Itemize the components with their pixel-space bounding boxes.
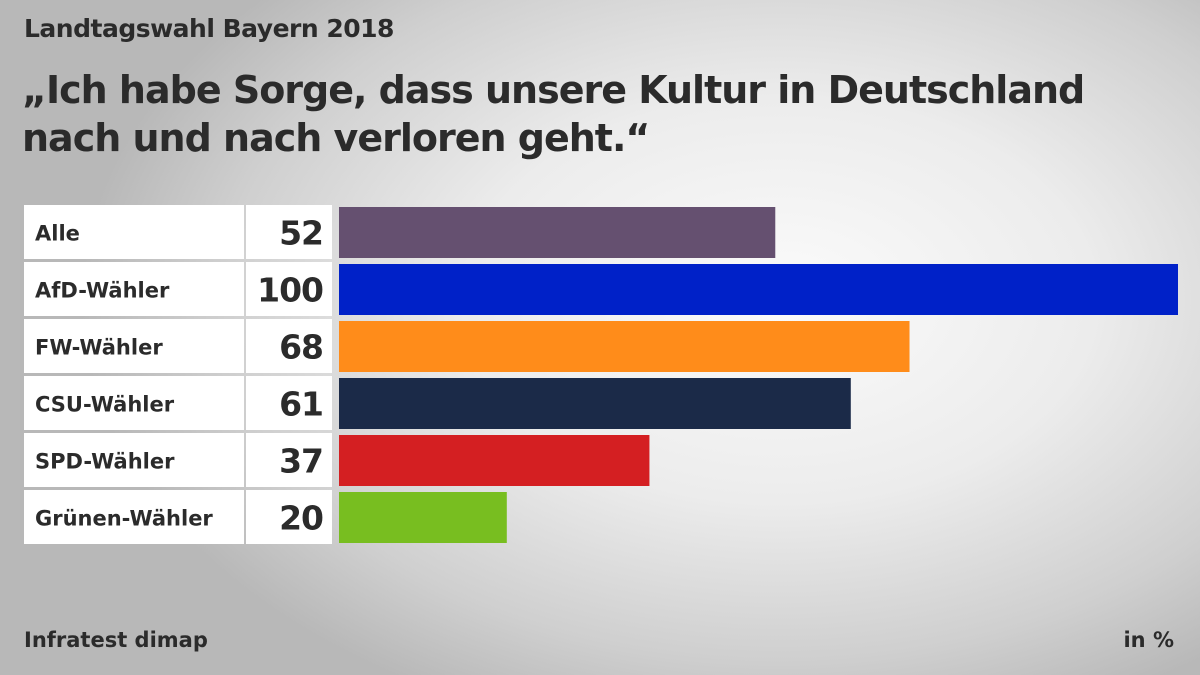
value-cell — [246, 262, 332, 316]
value-cell — [246, 376, 332, 430]
category-label: Alle — [35, 222, 80, 246]
category-cell — [24, 262, 244, 316]
bar — [339, 492, 507, 543]
category-cell — [24, 205, 244, 259]
supertitle: Landtagswahl Bayern 2018 — [24, 14, 394, 43]
category-cell — [24, 490, 244, 544]
category-label: SPD-Wähler — [35, 450, 175, 474]
category-label: FW-Wähler — [35, 336, 163, 360]
category-cell — [24, 319, 244, 373]
bar — [339, 321, 910, 372]
bar — [339, 264, 1178, 315]
value-cell — [246, 433, 332, 487]
value-label: 52 — [279, 214, 323, 253]
chart-title: „Ich habe Sorge, dass unsere Kultur in D… — [22, 68, 1085, 160]
bar — [339, 378, 851, 429]
category-label: AfD-Wähler — [35, 279, 170, 303]
value-cell — [246, 490, 332, 544]
value-label: 61 — [279, 385, 323, 424]
category-cell — [24, 433, 244, 487]
bar — [339, 207, 776, 258]
value-label: 100 — [257, 271, 323, 310]
category-label: CSU-Wähler — [35, 393, 175, 417]
value-cell — [246, 319, 332, 373]
source-label: Infratest dimap — [24, 628, 208, 652]
category-label: Grünen-Wähler — [35, 507, 213, 531]
value-label: 20 — [279, 499, 323, 538]
bar — [339, 435, 650, 486]
value-label: 37 — [279, 442, 323, 481]
category-cell — [24, 376, 244, 430]
unit-label: in % — [1123, 628, 1174, 652]
value-label: 68 — [279, 328, 323, 367]
value-cell — [246, 205, 332, 259]
